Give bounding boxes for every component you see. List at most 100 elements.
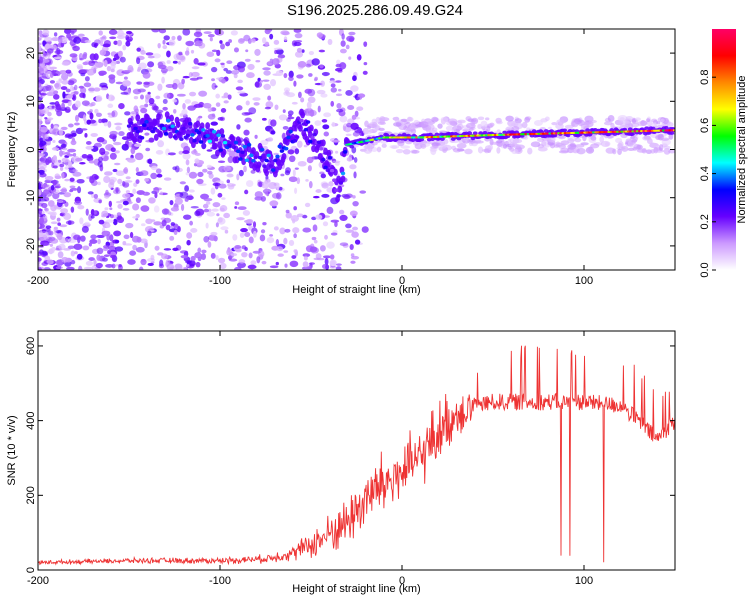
noise-blob [60, 143, 67, 148]
noise-blob [216, 77, 223, 80]
ridge-body [549, 129, 555, 133]
noise-blob [261, 260, 267, 265]
noise-blob [172, 99, 177, 103]
noise-blob [189, 220, 193, 226]
halo-blob [505, 115, 514, 122]
noise-blob [150, 165, 158, 171]
noise-blob [212, 182, 221, 187]
noise-blob [108, 181, 115, 189]
noise-blob [67, 220, 72, 226]
halo-blob [646, 118, 651, 123]
noise-blob [41, 202, 48, 209]
noise-blob [60, 86, 68, 91]
noise-blob [254, 48, 261, 56]
noise-blob [55, 266, 63, 270]
noise-blob [316, 89, 326, 95]
noise-blob [350, 85, 359, 92]
ridge-body [168, 131, 173, 139]
noise-blob [72, 171, 82, 177]
noise-blob [289, 260, 299, 268]
halo-blob [395, 149, 404, 154]
noise-blob [227, 94, 232, 100]
noise-blob [297, 160, 307, 167]
noise-blob [233, 47, 239, 53]
noise-blob [265, 101, 274, 109]
halo-blob [604, 142, 610, 147]
noise-blob [70, 29, 77, 33]
noise-blob [210, 121, 218, 126]
ridge-core [277, 144, 282, 149]
noise-blob [216, 49, 221, 57]
noise-blob [61, 150, 65, 155]
noise-blob [186, 232, 193, 239]
noise-blob [133, 95, 139, 100]
x-tick-label: -200 [27, 275, 49, 287]
noise-blob [111, 263, 116, 269]
noise-blob [125, 222, 134, 229]
noise-blob [103, 171, 113, 176]
noise-blob [115, 264, 119, 267]
noise-blob [127, 141, 133, 148]
noise-blob [46, 259, 54, 265]
x-tick-label: -100 [209, 275, 231, 287]
noise-blob [98, 70, 107, 76]
noise-blob [262, 37, 267, 44]
noise-blob [154, 192, 158, 199]
ridge-body [349, 144, 355, 149]
halo-blob [537, 137, 545, 142]
noise-blob [67, 245, 75, 250]
x-axis-label: Height of straight line (km) [292, 583, 420, 595]
noise-blob [119, 32, 127, 36]
noise-blob [288, 176, 298, 183]
noise-blob [103, 175, 111, 184]
noise-blob [163, 217, 172, 223]
noise-blob [43, 189, 50, 195]
noise-blob [217, 192, 223, 198]
noise-blob [305, 179, 309, 182]
ridge-core [240, 150, 245, 155]
noise-blob [108, 200, 112, 208]
halo-blob [485, 117, 490, 121]
ridge-core [264, 158, 269, 163]
noise-blob [135, 167, 139, 173]
noise-blob [296, 213, 304, 218]
noise-blob [169, 199, 174, 206]
noise-blob [320, 93, 328, 98]
noise-blob [356, 106, 364, 111]
noise-blob [234, 245, 242, 249]
noise-blob [83, 266, 93, 270]
noise-blob [224, 229, 229, 234]
noise-blob [38, 45, 42, 52]
noise-blob [38, 266, 42, 270]
ridge-core [192, 138, 197, 143]
noise-blob [275, 261, 279, 266]
ridge-body [337, 185, 343, 193]
halo-blob [625, 115, 634, 121]
noise-blob [283, 237, 288, 245]
noise-blob [45, 210, 53, 214]
ridge-core [672, 129, 675, 132]
noise-blob [343, 194, 351, 200]
noise-blob [127, 259, 136, 265]
noise-blob [313, 195, 320, 199]
noise-blob [182, 29, 191, 36]
halo-blob [603, 121, 613, 126]
noise-blob [77, 205, 85, 210]
noise-blob [45, 225, 52, 229]
noise-blob [165, 224, 171, 231]
halo-blob [544, 116, 550, 122]
noise-blob [112, 57, 117, 61]
noise-blob [157, 252, 164, 256]
ridge-core [181, 126, 186, 131]
noise-blob [117, 50, 123, 58]
noise-blob [225, 41, 231, 47]
noise-blob [172, 82, 178, 90]
noise-blob [62, 91, 66, 99]
noise-blob [324, 257, 329, 266]
noise-blob [95, 262, 103, 269]
halo-blob [630, 122, 640, 128]
noise-blob [74, 84, 78, 91]
noise-blob [234, 201, 240, 206]
ridge-core [201, 128, 206, 132]
noise-blob [208, 173, 214, 179]
